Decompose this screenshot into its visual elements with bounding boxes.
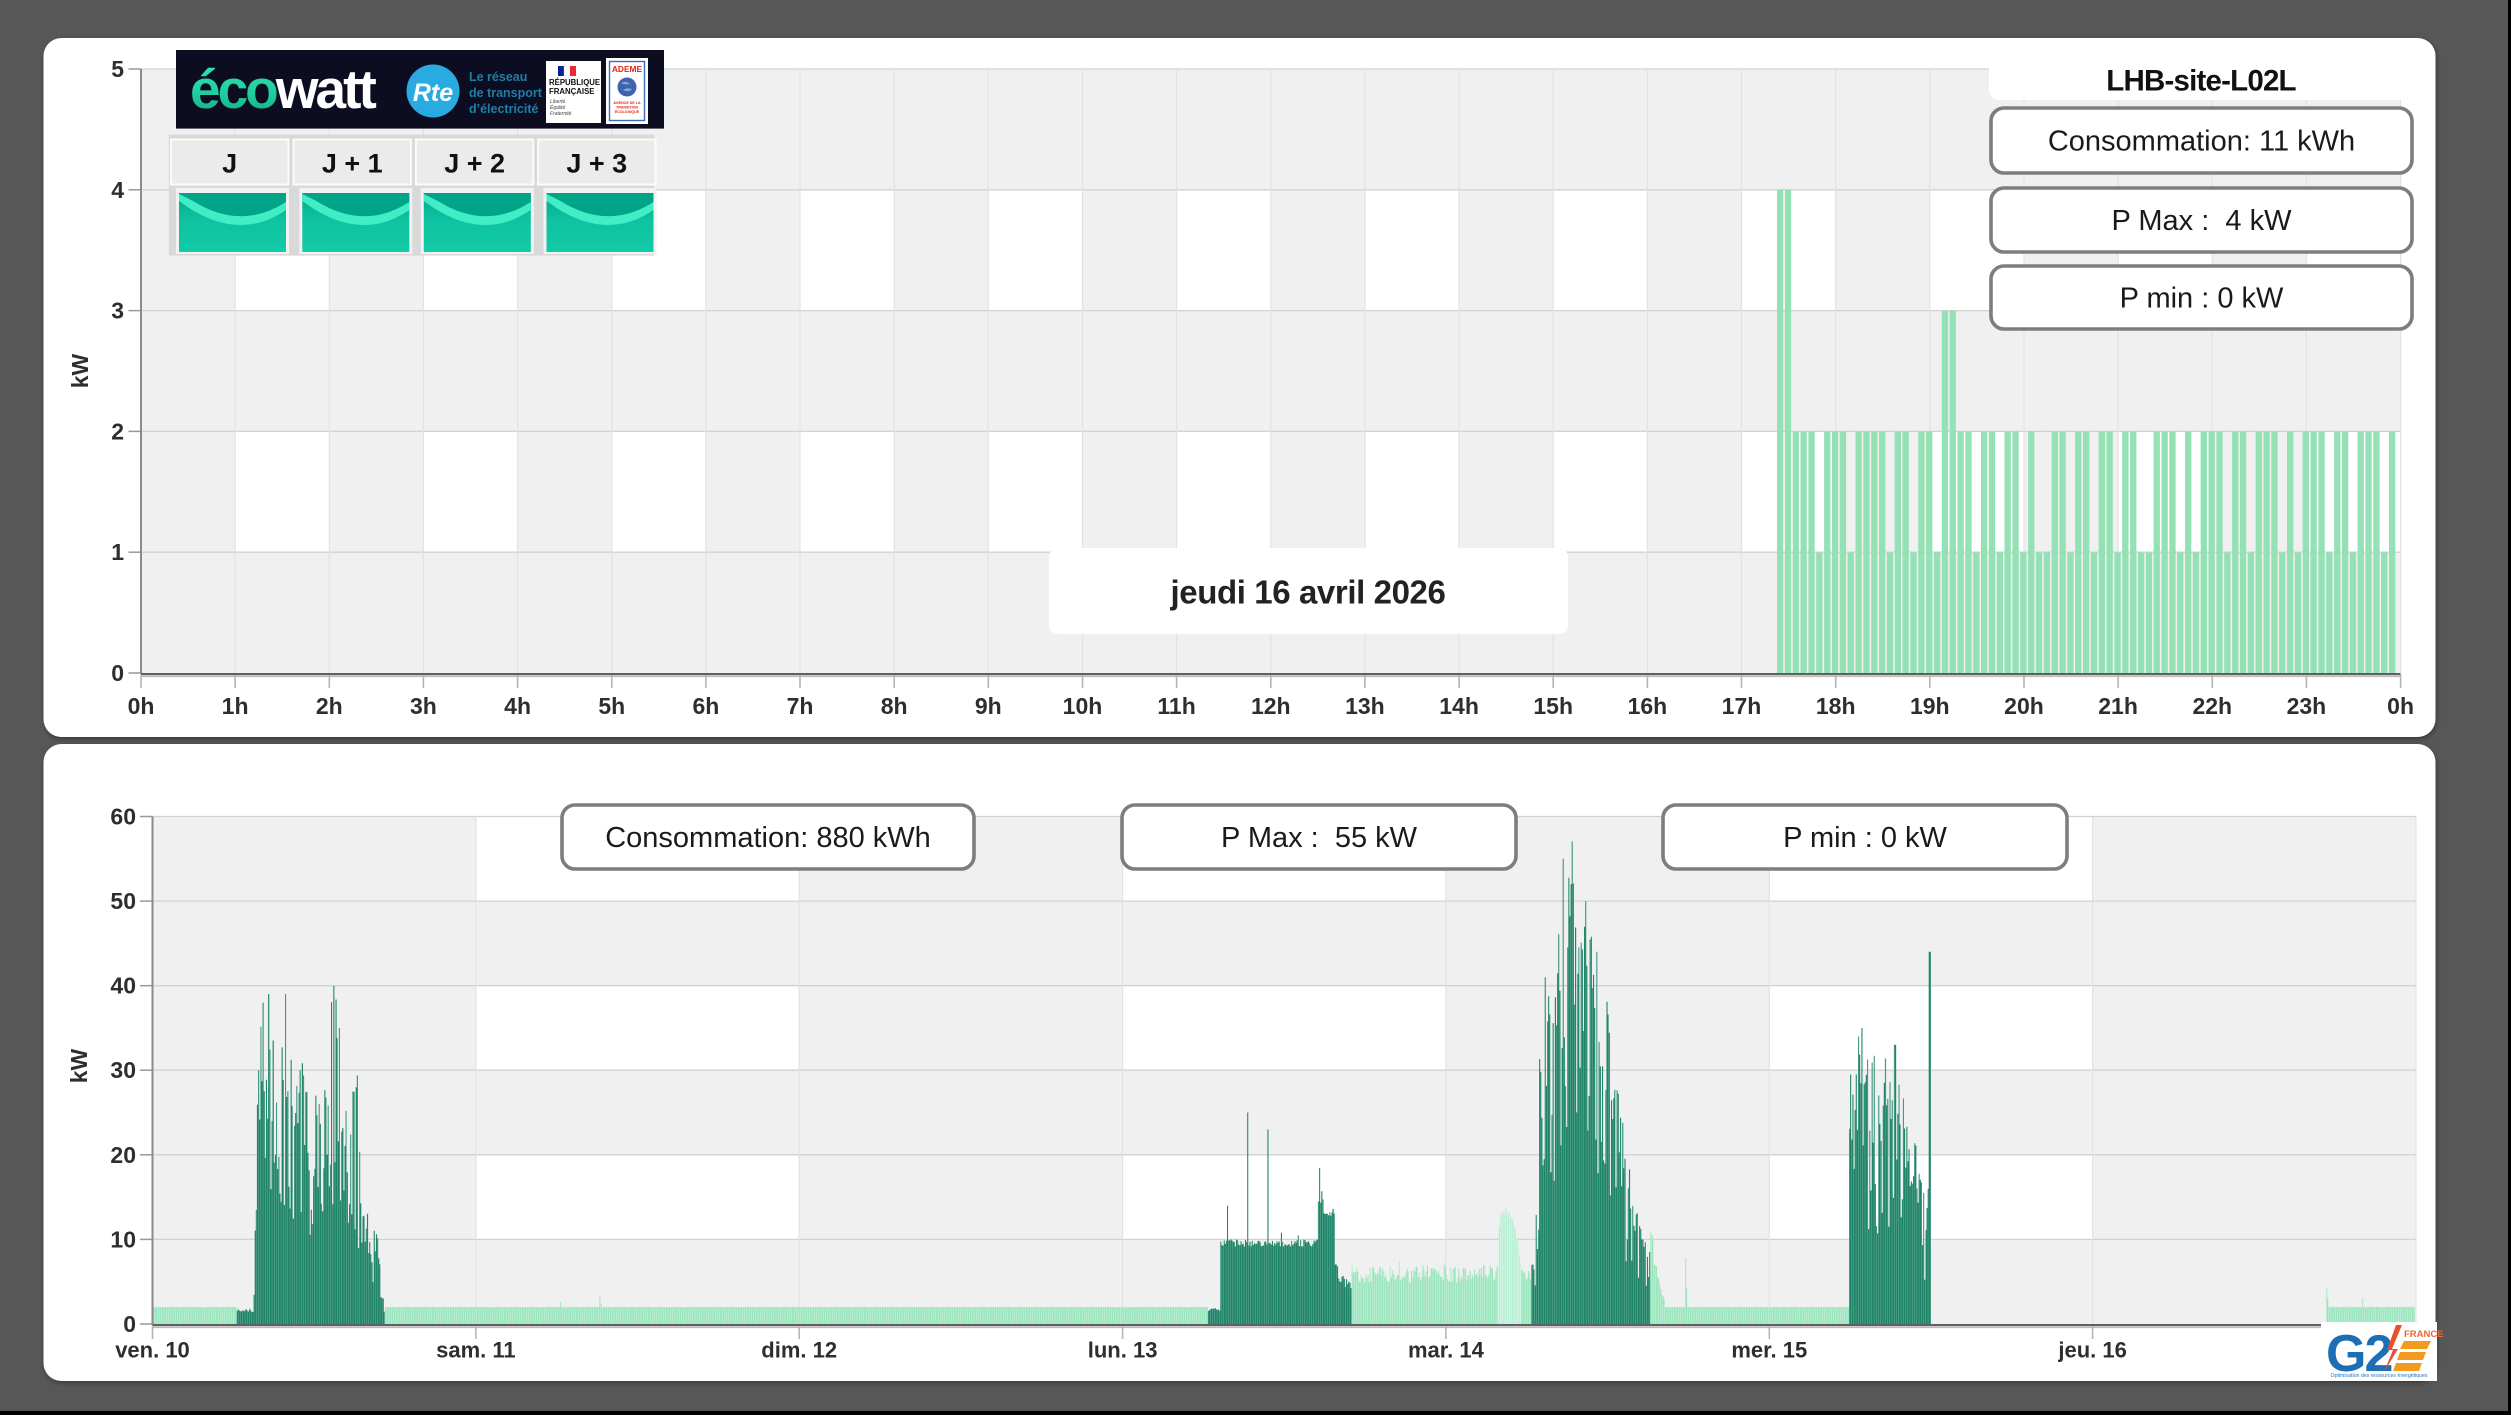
svg-text:4: 4 [111,177,124,203]
svg-text:20: 20 [110,1142,136,1168]
svg-text:5h: 5h [598,693,625,719]
svg-text:0: 0 [111,660,124,686]
svg-text:RÉPUBLIQUE: RÉPUBLIQUE [549,78,600,87]
svg-text:17h: 17h [1722,693,1762,719]
svg-text:TRANSITION: TRANSITION [616,106,638,110]
svg-text:P min : 0 kW: P min : 0 kW [1783,822,1947,854]
svg-text:P Max : 4 kW: P Max : 4 kW [2112,205,2293,237]
svg-text:J + 2: J + 2 [444,149,505,179]
svg-text:ven. 10: ven. 10 [115,1338,190,1363]
svg-text:4h: 4h [504,693,531,719]
svg-text:Consommation: 11 kWh: Consommation: 11 kWh [2048,126,2355,158]
svg-text:5: 5 [111,56,124,82]
svg-text:40: 40 [110,973,136,999]
svg-text:8h: 8h [881,693,908,719]
svg-text:lun. 13: lun. 13 [1088,1338,1158,1363]
svg-text:18h: 18h [1816,693,1856,719]
svg-text:G2: G2 [2326,1325,2391,1383]
svg-text:Optimisation des ressources én: Optimisation des ressources énergétiques [2331,1373,2428,1379]
svg-text:6h: 6h [692,693,719,719]
svg-text:jeudi 16 avril 2026: jeudi 16 avril 2026 [1170,574,1446,611]
svg-text:J + 1: J + 1 [322,149,383,179]
svg-text:FRANCE: FRANCE [2404,1329,2444,1340]
svg-text:LHB-site-L02L: LHB-site-L02L [2106,65,2296,98]
svg-text:2h: 2h [316,693,343,719]
svg-text:20h: 20h [2004,693,2044,719]
svg-text:10h: 10h [1063,693,1103,719]
svg-text:de transport: de transport [469,86,543,100]
svg-text:13h: 13h [1345,693,1385,719]
svg-text:60: 60 [110,804,136,830]
svg-text:dim. 12: dim. 12 [761,1338,837,1363]
svg-text:P Max : 55 kW: P Max : 55 kW [1221,822,1418,854]
svg-text:mar. 14: mar. 14 [1408,1338,1485,1363]
svg-text:kW: kW [66,1048,92,1083]
svg-text:9h: 9h [975,693,1002,719]
svg-text:mer. 15: mer. 15 [1731,1338,1807,1363]
svg-text:19h: 19h [1910,693,1950,719]
svg-text:23h: 23h [2287,693,2327,719]
svg-text:Le réseau: Le réseau [469,70,527,84]
svg-text:Égalité: Égalité [550,104,566,111]
svg-text:Rte: Rte [413,79,453,107]
svg-text:Consommation: 880 kWh: Consommation: 880 kWh [605,822,931,854]
svg-text:15h: 15h [1533,693,1573,719]
svg-text:ÉCOLOGIQUE: ÉCOLOGIQUE [615,109,640,114]
svg-text:FRANÇAISE: FRANÇAISE [549,87,594,96]
svg-text:0: 0 [123,1311,136,1337]
svg-text:J: J [222,149,237,179]
svg-text:50: 50 [110,888,136,914]
svg-text:jeu. 16: jeu. 16 [2057,1338,2126,1363]
svg-text:14h: 14h [1439,693,1479,719]
svg-text:3h: 3h [410,693,437,719]
svg-text:Liberté: Liberté [550,99,566,105]
svg-text:écowatt: écowatt [190,58,376,120]
svg-text:22h: 22h [2192,693,2232,719]
svg-text:2: 2 [111,418,124,444]
svg-text:1h: 1h [222,693,249,719]
svg-text:21h: 21h [2098,693,2138,719]
svg-text:7h: 7h [787,693,814,719]
svg-text:kW: kW [67,353,93,388]
svg-text:12h: 12h [1251,693,1291,719]
svg-text:11h: 11h [1157,693,1195,719]
svg-text:3: 3 [111,298,124,324]
svg-text:J + 3: J + 3 [566,149,627,179]
svg-text:ADEME: ADEME [612,64,643,74]
svg-text:0h: 0h [128,693,155,719]
svg-text:P min : 0 kW: P min : 0 kW [2120,283,2284,315]
svg-text:30: 30 [110,1057,136,1083]
svg-text:d’électricité: d’électricité [469,102,539,116]
svg-text:16h: 16h [1628,693,1668,719]
svg-text:AGENCE DE LA: AGENCE DE LA [613,101,641,105]
svg-text:sam. 11: sam. 11 [436,1338,516,1363]
svg-text:0h: 0h [2387,693,2414,719]
svg-text:1: 1 [111,539,124,565]
svg-text:10: 10 [110,1226,136,1252]
svg-text:Fraternité: Fraternité [550,111,572,117]
